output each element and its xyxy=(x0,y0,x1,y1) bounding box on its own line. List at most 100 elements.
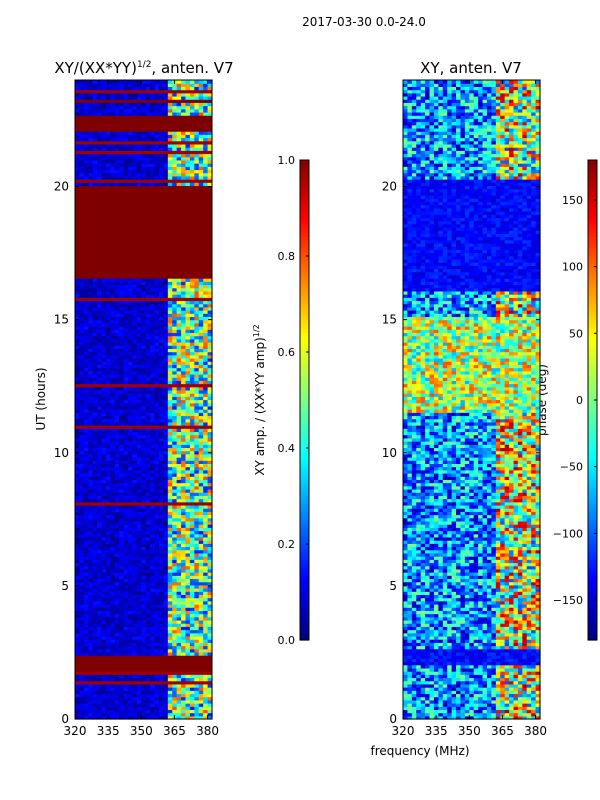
heatmap-cell xyxy=(123,536,129,541)
heatmap-cell xyxy=(110,651,116,656)
heatmap-cell xyxy=(185,172,191,177)
heatmap-cell xyxy=(429,712,435,717)
heatmap-cell xyxy=(114,623,120,627)
heatmap-cell xyxy=(181,354,187,359)
heatmap-cell xyxy=(150,559,156,564)
heatmap-cell xyxy=(101,549,107,554)
heatmap-cell xyxy=(150,131,156,135)
heatmap-cell xyxy=(97,645,103,650)
heatmap-cell xyxy=(442,699,448,704)
heatmap-cell xyxy=(136,463,142,468)
heatmap-cell xyxy=(167,552,173,557)
heatmap-cell xyxy=(97,626,103,631)
heatmap-cell xyxy=(181,588,187,592)
heatmap-cell xyxy=(123,300,129,305)
heatmap-cell xyxy=(114,310,120,314)
heatmap-cell xyxy=(92,348,98,353)
heatmap-cell xyxy=(194,712,200,717)
heatmap-cell xyxy=(207,335,213,340)
heatmap-cell xyxy=(154,533,160,538)
heatmap-row xyxy=(75,268,212,273)
heatmap-cell xyxy=(513,706,519,711)
heatmap-cell xyxy=(163,588,169,592)
heatmap-cell xyxy=(185,131,191,135)
heatmap-cell xyxy=(79,361,85,365)
heatmap-cell xyxy=(105,476,111,480)
heatmap-cell xyxy=(163,511,169,516)
heatmap-cell xyxy=(198,156,204,161)
heatmap-cell xyxy=(110,492,116,496)
heatmap-cell xyxy=(154,421,160,426)
heatmap-cell xyxy=(207,635,213,640)
heatmap-cell xyxy=(75,645,81,650)
heatmap-cell xyxy=(128,600,134,605)
heatmap-cell xyxy=(105,338,111,343)
heatmap-cell xyxy=(119,370,125,375)
heatmap-cell xyxy=(110,306,116,311)
heatmap-cell xyxy=(119,153,125,158)
heatmap-cell xyxy=(194,453,200,458)
heatmap-cell xyxy=(176,396,182,401)
heatmap-cell xyxy=(203,393,209,397)
heatmap-cell xyxy=(189,322,195,327)
heatmap-cell xyxy=(132,108,138,113)
heatmap-cell xyxy=(176,329,182,334)
heatmap-cell xyxy=(97,520,103,525)
heatmap-cell xyxy=(203,134,209,139)
heatmap-cell xyxy=(185,683,191,688)
heatmap-cell xyxy=(132,639,138,643)
heatmap-cell xyxy=(207,338,213,343)
heatmap-cell xyxy=(105,543,111,548)
heatmap-cell xyxy=(158,341,164,346)
heatmap-cell xyxy=(491,703,497,707)
heatmap-cell xyxy=(92,460,98,464)
heatmap-cell xyxy=(97,92,103,97)
heatmap-cell xyxy=(145,629,151,634)
heatmap-cell xyxy=(189,677,195,682)
heatmap-cell xyxy=(456,706,462,711)
heatmap-cell xyxy=(509,703,515,707)
heatmap-cell xyxy=(83,338,89,343)
heatmap-cell xyxy=(185,648,191,653)
heatmap-cell xyxy=(92,693,98,698)
heatmap-cell xyxy=(194,517,200,522)
heatmap-cell xyxy=(198,600,204,605)
heatmap-cell xyxy=(154,345,160,349)
heatmap-row xyxy=(75,664,212,669)
heatmap-cell xyxy=(194,402,200,407)
heatmap-cell xyxy=(110,578,116,583)
heatmap-cell xyxy=(141,287,147,292)
heatmap-cell xyxy=(150,415,156,420)
heatmap-cell xyxy=(469,699,475,704)
heatmap-cell xyxy=(75,556,81,560)
heatmap-cell xyxy=(145,182,151,187)
heatmap-cell xyxy=(203,447,209,452)
heatmap-cell xyxy=(97,338,103,343)
heatmap-cell xyxy=(132,341,138,346)
heatmap-cell xyxy=(97,703,103,707)
heatmap-cell xyxy=(75,447,81,452)
heatmap-cell xyxy=(172,377,178,381)
heatmap-cell xyxy=(207,354,213,359)
heatmap-cell xyxy=(92,488,98,493)
heatmap-cell xyxy=(203,287,209,292)
heatmap-cell xyxy=(101,591,107,595)
heatmap-cell xyxy=(176,415,182,420)
heatmap-cell xyxy=(194,393,200,397)
heatmap-cell xyxy=(198,703,204,707)
heatmap-cell xyxy=(110,326,116,330)
heatmap-cell xyxy=(83,517,89,522)
heatmap-cell xyxy=(150,147,156,151)
heatmap-cell xyxy=(158,306,164,311)
heatmap-cell xyxy=(119,469,125,474)
heatmap-cell xyxy=(150,287,156,292)
heatmap-cell xyxy=(132,182,138,187)
heatmap-cell xyxy=(176,552,182,557)
heatmap-cell xyxy=(181,175,187,180)
heatmap-cell xyxy=(181,131,187,135)
heatmap-cell xyxy=(88,111,94,116)
heatmap-cell xyxy=(88,300,94,305)
heatmap-cell xyxy=(114,498,120,503)
heatmap-cell xyxy=(141,492,147,496)
heatmap-cell xyxy=(176,642,182,647)
